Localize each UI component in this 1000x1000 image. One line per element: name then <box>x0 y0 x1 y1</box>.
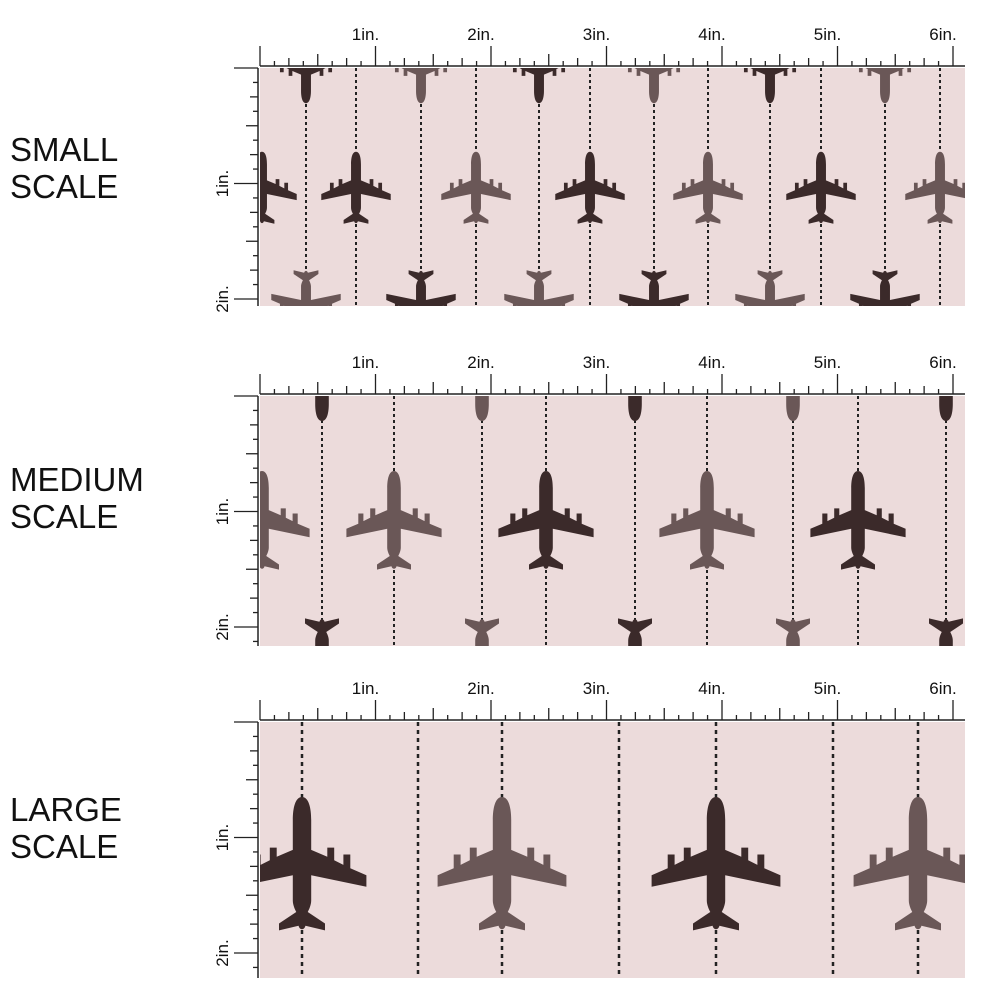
ruler-top-label: 6in. <box>929 353 956 372</box>
ruler-top-label: 2in. <box>467 353 494 372</box>
large-scale-panel: 1in. 2in. 3in. 4in. 5in. 6in. 1in. 2in. <box>0 660 1000 1000</box>
ruler-side-label: 2in. <box>213 613 232 640</box>
medium-scale-panel: 1in. 2in. 3in. 4in. 5in. 6in. 1in. 2in. <box>0 330 1000 660</box>
airplane-icon <box>475 396 489 422</box>
ruler-side-label: 1in. <box>213 498 232 525</box>
airplane-icon <box>394 68 448 104</box>
airplane-icon <box>928 618 964 646</box>
ruler-top-label: 3in. <box>583 25 610 44</box>
ruler-side-label: 1in. <box>213 824 232 851</box>
airplane-icon <box>315 396 329 422</box>
airplane-icon <box>810 471 906 570</box>
fabric-pattern <box>260 68 965 306</box>
airplane-icon <box>786 396 800 422</box>
airplane-icon <box>555 151 625 224</box>
medium-scale-label-line1: MEDIUM <box>10 461 144 498</box>
large-scale-label: LARGE SCALE <box>10 791 122 865</box>
ruler-top-label: 1in. <box>352 679 379 698</box>
large-scale-label-line1: LARGE <box>10 791 122 828</box>
fabric-background <box>260 722 965 978</box>
ruler-top-label: 2in. <box>467 25 494 44</box>
airplane-icon <box>619 270 689 306</box>
ruler-top-label: 3in. <box>583 353 610 372</box>
airplane-icon <box>346 471 442 570</box>
ruler-top-label: 4in. <box>698 679 725 698</box>
ruler-top-label: 3in. <box>583 679 610 698</box>
ruler-top-label: 1in. <box>352 353 379 372</box>
ruler: 1in. 2in. 3in. 4in. 5in. 6in. 1in. 2in. <box>213 353 965 646</box>
medium-scale-label-line2: SCALE <box>10 498 119 535</box>
small-scale-swatch: 1in. 2in. 3in. 4in. 5in. 6in. 1in. 2in. <box>213 25 965 313</box>
airplane-icon <box>498 471 594 570</box>
airplane-icon <box>659 471 755 570</box>
ruler-top-label: 5in. <box>814 679 841 698</box>
airplane-icon <box>939 396 953 422</box>
ruler-top-label: 2in. <box>467 679 494 698</box>
ruler-top-label: 5in. <box>814 353 841 372</box>
airplane-icon <box>271 270 341 306</box>
airplane-icon <box>279 68 333 104</box>
ruler-side-label: 2in. <box>213 285 232 312</box>
medium-scale-label: MEDIUM SCALE <box>10 461 144 535</box>
airplane-icon <box>321 151 391 224</box>
medium-scale-swatch: 1in. 2in. 3in. 4in. 5in. 6in. 1in. 2in. <box>213 353 965 646</box>
airplane-icon <box>651 797 781 931</box>
ruler-top-label: 4in. <box>698 25 725 44</box>
airplane-icon <box>304 618 340 646</box>
ruler-side-label: 2in. <box>213 939 232 966</box>
ruler: 1in. 2in. 3in. 4in. 5in. 6in. 1in. 2in. <box>213 679 965 978</box>
airplane-icon <box>441 151 511 224</box>
airplane-icon <box>673 151 743 224</box>
airplane-icon <box>628 396 642 422</box>
ruler: 1in. 2in. 3in. 4in. 5in. 6in. 1in. 2in. <box>213 25 965 313</box>
small-scale-label-line1: SMALL <box>10 131 119 168</box>
ruler-top-label: 1in. <box>352 25 379 44</box>
airplane-icon <box>260 797 367 931</box>
airplane-icon <box>260 151 297 224</box>
airplane-icon <box>386 270 456 306</box>
airplane-icon <box>743 68 797 104</box>
airplane-icon <box>260 470 310 570</box>
airplane-icon <box>775 618 811 646</box>
fabric-pattern <box>260 396 964 646</box>
airplane-icon <box>437 797 567 931</box>
fabric-pattern <box>260 722 965 978</box>
large-scale-swatch: 1in. 2in. 3in. 4in. 5in. 6in. 1in. 2in. <box>213 679 965 978</box>
ruler-top-label: 5in. <box>814 25 841 44</box>
airplane-icon <box>627 68 681 104</box>
airplane-icon <box>905 151 965 224</box>
small-scale-panel: 1in. 2in. 3in. 4in. 5in. 6in. 1in. 2in. <box>0 0 1000 330</box>
ruler-top-label: 6in. <box>929 25 956 44</box>
airplane-icon <box>858 68 912 104</box>
small-scale-label: SMALL SCALE <box>10 131 118 205</box>
airplane-icon <box>850 270 920 306</box>
airplane-icon <box>786 151 856 224</box>
airplane-icon <box>617 618 653 646</box>
airplane-icon <box>504 270 574 306</box>
airplane-icon <box>735 270 805 306</box>
ruler-top-label: 6in. <box>929 679 956 698</box>
ruler-top-label: 4in. <box>698 353 725 372</box>
airplane-icon <box>464 618 500 646</box>
airplane-icon <box>853 797 965 931</box>
ruler-side-label: 1in. <box>213 170 232 197</box>
airplane-icon <box>512 68 566 104</box>
small-scale-label-line2: SCALE <box>10 168 119 205</box>
large-scale-label-line2: SCALE <box>10 828 119 865</box>
